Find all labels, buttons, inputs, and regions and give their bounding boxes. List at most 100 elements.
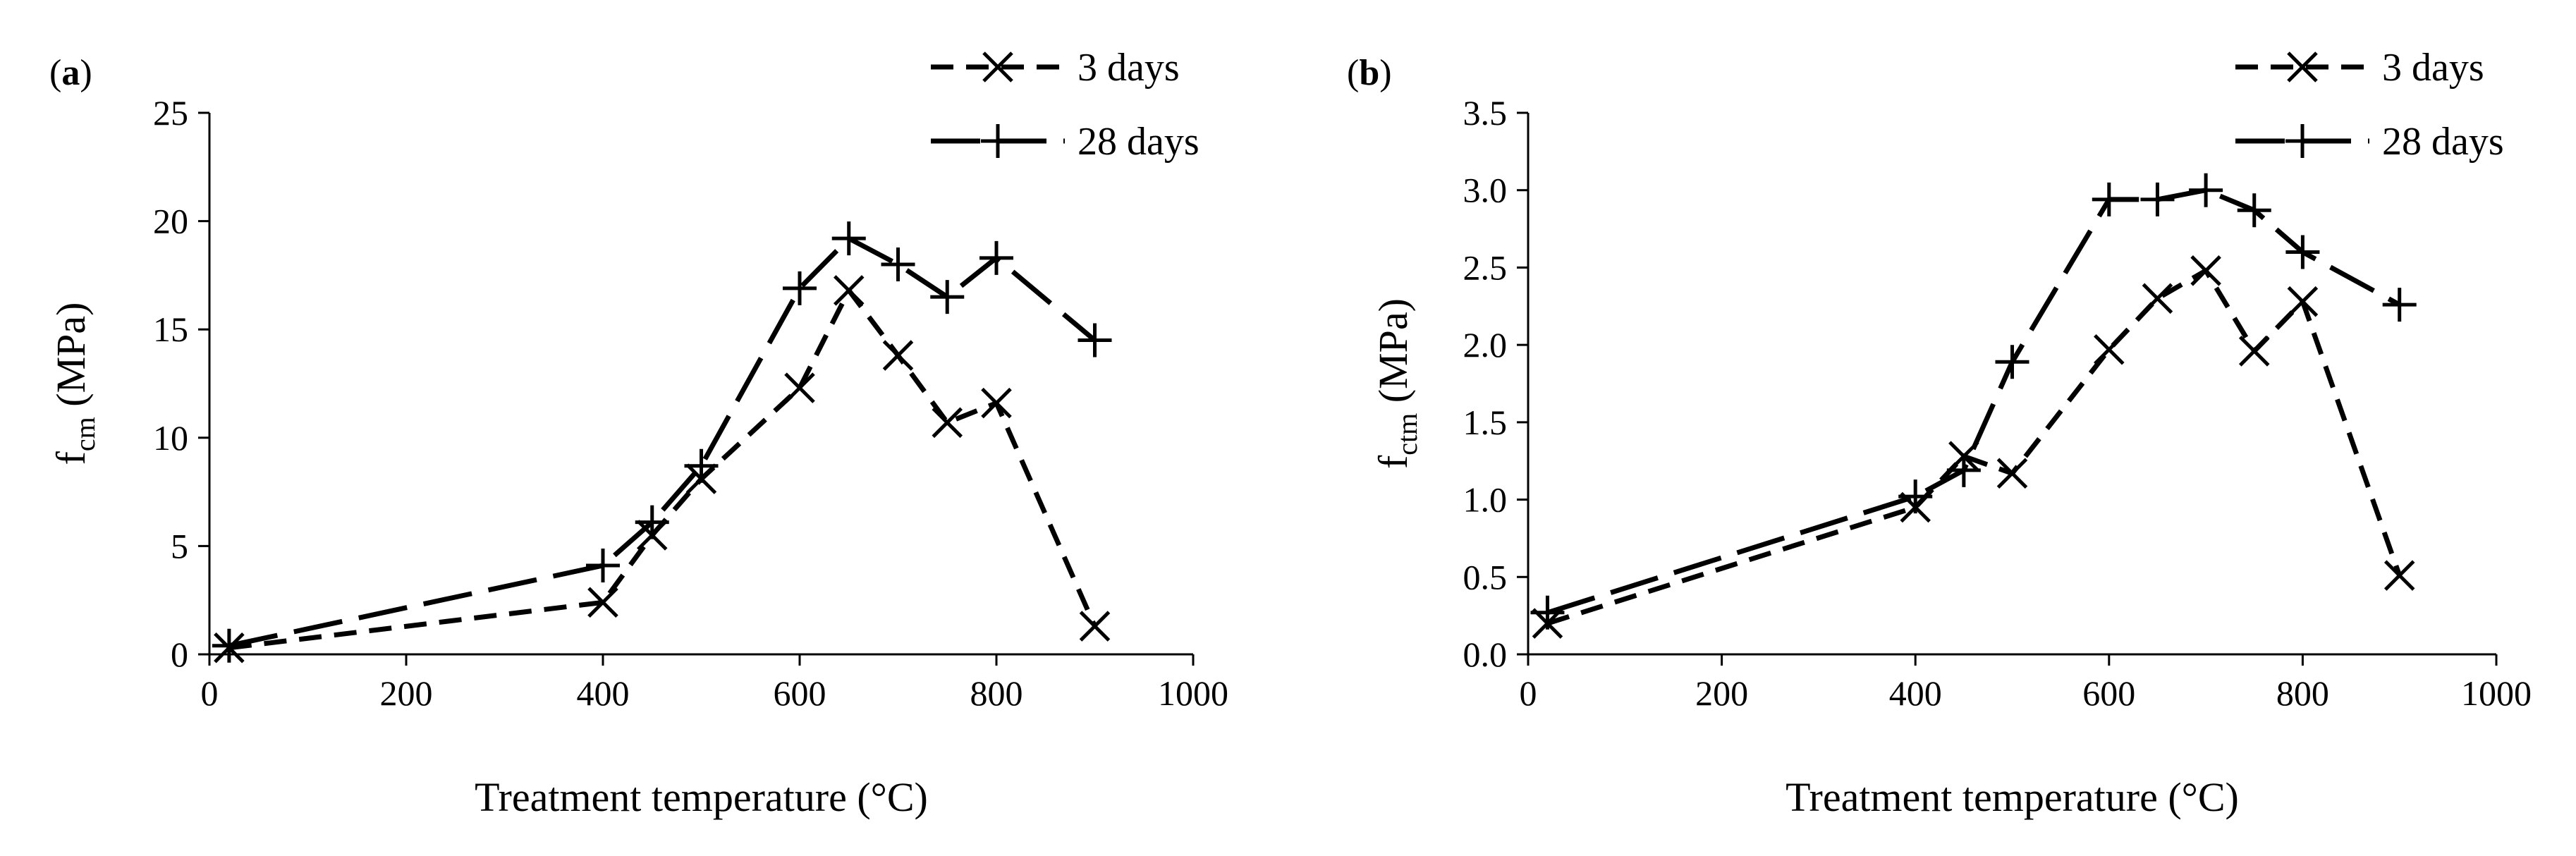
- legend-label: 3 days: [1078, 46, 1180, 90]
- data-point: [2285, 235, 2320, 269]
- data-point-marker-stroke: [2142, 283, 2173, 314]
- x-tick-label: 0: [1520, 673, 1537, 713]
- legend-label: 28 days: [2382, 120, 2504, 164]
- chart-panel-b: (b) 0.0 0.5 1.0 1.5 2.0 2.5 3.0 3.5 0 200 400 600 800…: [1347, 46, 2532, 820]
- data-point-marker-stroke: [981, 387, 1012, 419]
- y-tick-label: 2.5: [1463, 247, 1508, 287]
- data-point: [1996, 458, 2028, 489]
- series-3-days: [214, 275, 1111, 664]
- data-point: [2094, 334, 2125, 365]
- x-tick-label: 400: [1889, 673, 1942, 713]
- x-axis-title: Treatment temperature (°C): [1786, 774, 2239, 820]
- data-point: [881, 247, 915, 282]
- y-tick-label: 20: [153, 202, 188, 241]
- data-point-marker-stroke: [1996, 458, 2028, 489]
- x-tick-label: 600: [774, 673, 826, 713]
- legend-marker-stroke: [2287, 51, 2318, 82]
- y-tick-label: 10: [153, 418, 188, 458]
- data-point-marker-stroke: [833, 275, 865, 306]
- y-tick-label: 3.5: [1463, 93, 1508, 133]
- panel-label: (b): [1347, 53, 1392, 93]
- legend-entry: 28 days: [2235, 120, 2504, 164]
- data-point: [930, 280, 965, 314]
- data-point: [979, 240, 1013, 275]
- data-point: [2383, 560, 2415, 591]
- series-3-days: [1532, 255, 2415, 639]
- y-tick-label: 15: [153, 310, 188, 349]
- y-tick-label: 5: [171, 526, 188, 565]
- data-point-marker-stroke: [2287, 286, 2319, 317]
- data-point: [2238, 336, 2270, 367]
- data-point-marker-stroke: [932, 407, 963, 439]
- data-point: [2092, 182, 2126, 216]
- x-tick-label: 200: [380, 673, 433, 713]
- x-axis-title: Treatment temperature (°C): [475, 774, 928, 820]
- y-axis-title: fcm (MPa): [48, 302, 101, 465]
- x-tick-label: 1000: [2461, 673, 2532, 713]
- data-point-marker-stroke: [2190, 255, 2221, 286]
- data-point: [2287, 286, 2319, 317]
- data-point: [1995, 345, 2029, 379]
- y-tick-label: 0.5: [1463, 557, 1508, 597]
- chart-panel-a: (a) 0 5 10 15 20 25 0 200 400 600 800 1000 Treatment …: [48, 46, 1228, 820]
- data-point-marker-stroke: [2094, 334, 2125, 365]
- x-tick-label: 600: [2082, 673, 2135, 713]
- series-28-days: [1530, 173, 2417, 630]
- x-tick-label: 200: [1695, 673, 1748, 713]
- data-point: [2140, 182, 2175, 216]
- x-tick-label: 400: [577, 673, 630, 713]
- legend-label: 3 days: [2382, 46, 2484, 90]
- data-point: [882, 340, 914, 371]
- data-point-marker-stroke: [784, 372, 815, 403]
- data-point: [2142, 283, 2173, 314]
- series-28-days: [212, 221, 1112, 663]
- data-point-marker-stroke: [2238, 336, 2270, 367]
- x-tick-label: 1000: [1158, 673, 1228, 713]
- series-line: [1546, 188, 2401, 616]
- legend-entry: 3 days: [2235, 46, 2484, 90]
- data-point: [2237, 193, 2271, 228]
- data-point: [981, 387, 1012, 419]
- data-point: [586, 549, 620, 583]
- data-point: [2190, 255, 2221, 286]
- data-point: [1898, 479, 1933, 514]
- series-line: [228, 288, 1097, 651]
- data-point: [932, 407, 963, 439]
- series-line: [1546, 268, 2402, 626]
- y-tick-label: 25: [153, 93, 188, 133]
- data-point: [2189, 173, 2223, 207]
- y-tick-label: 1.5: [1463, 403, 1508, 442]
- data-point: [784, 372, 815, 403]
- data-point: [1078, 323, 1112, 357]
- y-tick-label: 0: [171, 635, 188, 674]
- y-tick-label: 0.0: [1463, 635, 1508, 674]
- x-tick-label: 0: [201, 673, 219, 713]
- y-axis-title: fctm (MPa): [1370, 298, 1423, 469]
- x-tick-label: 800: [2276, 673, 2329, 713]
- panel-label: (a): [49, 53, 92, 93]
- data-point-marker-stroke: [1079, 611, 1111, 642]
- data-point: [783, 271, 817, 305]
- data-point: [212, 628, 246, 663]
- x-tick-label: 800: [970, 673, 1023, 713]
- data-point: [2382, 288, 2417, 322]
- data-point-marker-stroke: [587, 587, 618, 618]
- y-tick-label: 1.0: [1463, 480, 1508, 520]
- data-point-marker-stroke: [882, 340, 914, 371]
- data-point: [1079, 611, 1111, 642]
- y-tick-label: 3.0: [1463, 171, 1508, 210]
- legend-marker-stroke: [982, 51, 1013, 82]
- data-point: [831, 221, 866, 256]
- data-point: [1946, 453, 1981, 487]
- data-point: [833, 275, 865, 306]
- legend-entry: 28 days: [931, 120, 1200, 164]
- data-point: [635, 505, 669, 539]
- data-point: [1530, 595, 1565, 630]
- series-line: [228, 236, 1097, 649]
- legend-entry: 3 days: [931, 46, 1180, 90]
- legend-label: 28 days: [1078, 120, 1200, 164]
- data-point-marker-stroke: [2383, 560, 2415, 591]
- y-tick-label: 2.0: [1463, 325, 1508, 365]
- data-point: [587, 587, 618, 618]
